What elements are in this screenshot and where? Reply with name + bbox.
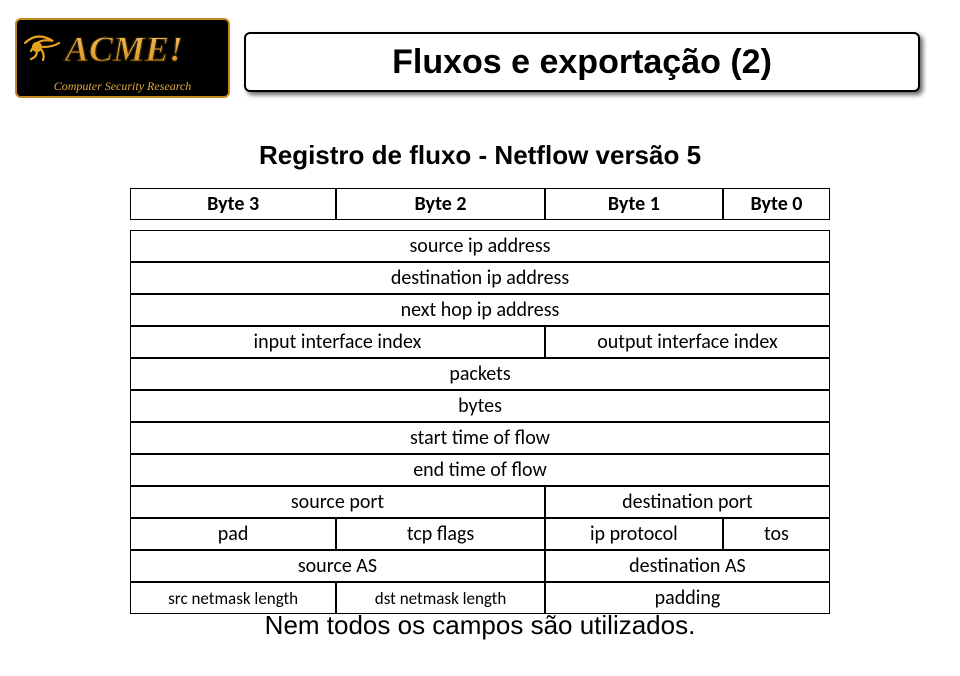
cell: source AS [130,550,545,582]
cell: bytes [130,390,830,422]
logo-subtitle: Computer Security Research [17,79,228,94]
cell: end time of flow [130,454,830,486]
subtitle: Registro de fluxo - Netflow versão 5 [0,140,960,171]
cell: destination ip address [130,262,830,294]
netflow-record-table: Byte 3 Byte 2 Byte 1 Byte 0 source ip ad… [130,188,830,614]
cell: source ip address [130,230,830,262]
header-bar: ACME! Computer Security Research Fluxos … [0,28,960,98]
logo-box: ACME! Computer Security Research [15,18,230,98]
cell: destination port [545,486,830,518]
cell: source port [130,486,545,518]
logo-brand: ACME! [65,28,183,70]
logo: ACME! Computer Security Research [15,18,230,98]
col-header: Byte 2 [336,188,545,220]
cell: next hop ip address [130,294,830,326]
cell: destination AS [545,550,830,582]
cell: tcp flags [336,518,545,550]
cell: tos [723,518,830,550]
footer-note: Nem todos os campos são utilizados. [0,610,960,641]
cell: packets [130,358,830,390]
page-title: Fluxos e exportação (2) [392,43,772,82]
logo-content: ACME! [17,20,228,75]
col-header: Byte 1 [545,188,723,220]
eye-of-horus-icon [23,33,61,65]
cell: start time of flow [130,422,830,454]
title-banner: Fluxos e exportação (2) [244,32,920,92]
cell: input interface index [130,326,545,358]
cell: output interface index [545,326,830,358]
col-header: Byte 3 [130,188,336,220]
cell: ip protocol [545,518,723,550]
cell: pad [130,518,336,550]
col-header: Byte 0 [723,188,830,220]
